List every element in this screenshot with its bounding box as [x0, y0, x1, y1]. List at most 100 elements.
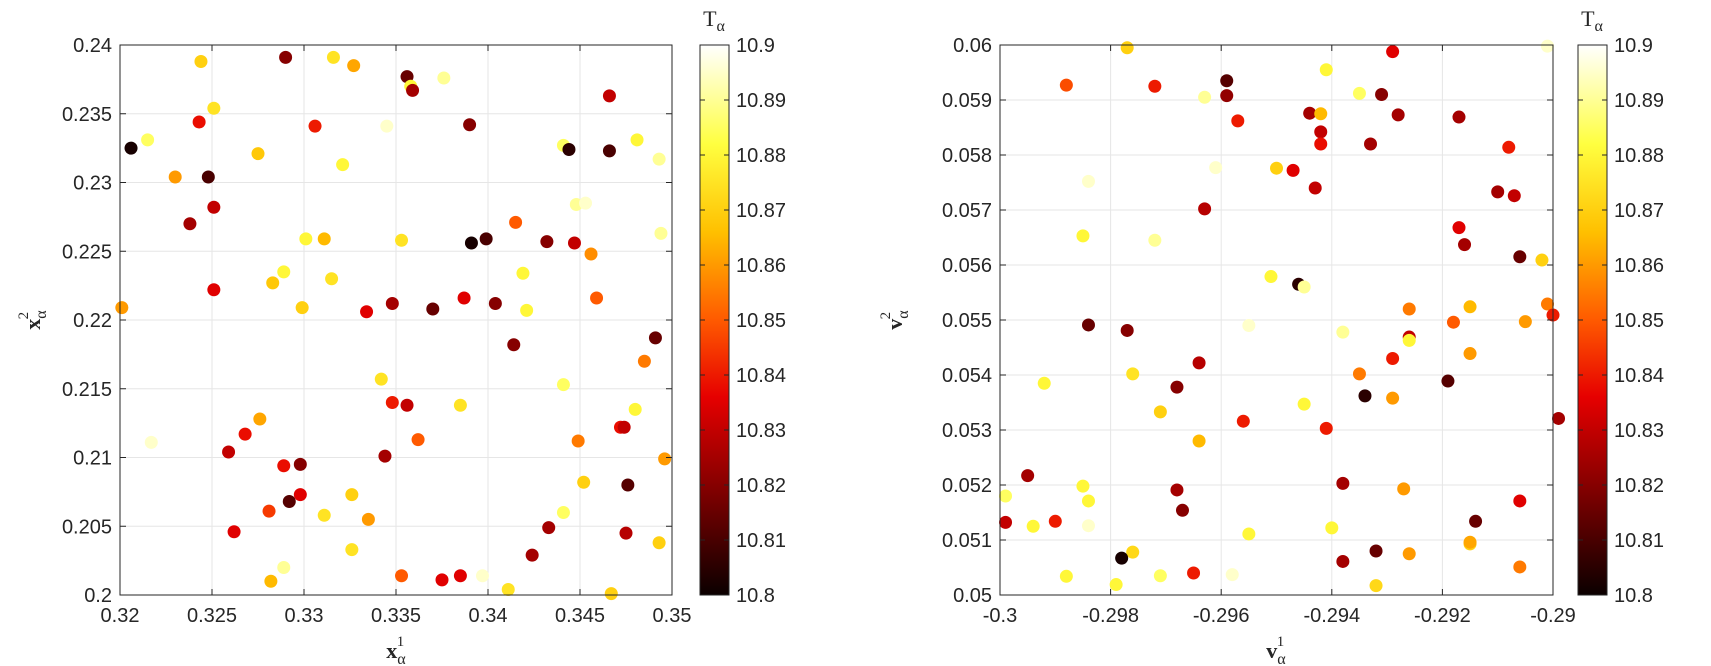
left-scatter-point	[411, 433, 425, 447]
left-scatter-point	[326, 50, 340, 64]
right-scatter-point	[1170, 380, 1184, 394]
left-scatter-point	[395, 233, 409, 247]
left-x-tick-label: 0.35	[653, 605, 692, 627]
left-scatter-point	[630, 133, 644, 147]
right-scatter-point	[1209, 161, 1223, 175]
right-scatter-point	[1297, 397, 1311, 411]
right-scatter-point	[1491, 397, 1505, 411]
right-x-label-sub: α	[1277, 651, 1286, 666]
right-scatter-point	[1225, 568, 1239, 582]
right-colorbar-tick-label: 10.84	[1614, 365, 1664, 387]
left-scatter-point	[251, 147, 265, 161]
right-colorbar-tick-label: 10.85	[1614, 310, 1664, 332]
left-colorbar-title-base: T	[703, 6, 717, 31]
right-scatter-point	[1463, 535, 1477, 549]
left-scatter-point	[207, 283, 221, 297]
right-x-tick-label: -0.296	[1193, 605, 1250, 627]
left-scatter-point	[464, 236, 478, 250]
right-scatter-point	[1286, 163, 1300, 177]
right-scatter-point	[999, 489, 1013, 503]
left-scatter-point	[604, 587, 618, 601]
right-scatter-point	[1314, 137, 1328, 151]
left-x-tick-label: 0.33	[285, 605, 324, 627]
right-scatter-point	[1148, 233, 1162, 247]
right-scatter-point	[1021, 469, 1035, 483]
right-x-label-sup: 1	[1277, 634, 1285, 650]
right-scatter-point	[1081, 494, 1095, 508]
right-colorbar-title: Tα	[1581, 6, 1603, 35]
left-scatter-point	[282, 495, 296, 508]
right-scatter-point	[1187, 566, 1201, 580]
right-scatter-point	[1231, 114, 1245, 128]
left-scatter-point	[542, 521, 556, 535]
right-scatter-point	[1441, 374, 1455, 388]
right-scatter-point	[1419, 453, 1433, 467]
left-scatter-point	[540, 235, 554, 249]
left-scatter-point	[648, 331, 662, 345]
right-scatter-point	[1115, 551, 1129, 565]
left-scatter-point	[453, 398, 467, 412]
right-scatter-point	[1463, 300, 1477, 314]
left-scatter-point	[325, 272, 339, 286]
left-x-tick-label: 0.34	[469, 605, 508, 627]
left-scatter-point	[525, 548, 539, 562]
left-scatter-point	[658, 452, 672, 466]
right-scatter-point	[1220, 89, 1234, 103]
left-scatter-point	[435, 573, 449, 587]
right-y-tick-label: 0.06	[953, 35, 992, 57]
right-scatter-point	[1319, 421, 1333, 435]
right-scatter-point	[1540, 458, 1554, 472]
right-scatter-point	[1126, 545, 1140, 559]
left-scatter-point	[238, 354, 252, 368]
right-scatter-point	[1198, 202, 1212, 216]
right-scatter-point	[1513, 560, 1527, 574]
left-scatter-point	[400, 398, 414, 412]
right-scatter-point	[1375, 88, 1389, 101]
left-scatter-point	[317, 232, 331, 246]
right-scatter-point	[1026, 519, 1040, 533]
right-scatter-point	[1242, 319, 1256, 332]
right-scatter-point	[1463, 347, 1477, 361]
right-scatter-point	[1513, 250, 1527, 264]
right-colorbar-tick-label: 10.86	[1614, 255, 1664, 277]
right-scatter-point	[1469, 514, 1483, 528]
left-scatter-point	[345, 488, 359, 502]
right-scatter-point	[1535, 253, 1549, 267]
right-scatter-panel: -0.3 -0.298 -0.296 -0.294 -0.292 -0.29 0.05 0.0…	[878, 6, 1664, 666]
left-scatter-point	[501, 583, 515, 596]
left-scatter-point	[567, 236, 581, 250]
left-scatter-point	[277, 459, 291, 473]
right-scatter-point	[1397, 482, 1411, 496]
right-scatter-point	[1540, 39, 1554, 53]
left-scatter-point	[654, 226, 668, 240]
right-scatter-point	[1153, 569, 1167, 583]
left-y-tick-label: 0.225	[62, 241, 112, 263]
right-colorbar-tick-label: 10.8	[1614, 585, 1653, 607]
left-scatter-point	[380, 119, 394, 133]
left-colorbar-title: Tα	[703, 6, 725, 35]
left-scatter-point	[556, 506, 570, 519]
left-x-axis-label: xα1	[386, 634, 406, 666]
right-x-tick-label: -0.294	[1303, 605, 1360, 627]
left-scatter-point	[168, 170, 182, 184]
right-y-label-sup: 2	[878, 312, 894, 320]
right-scatter-point	[1391, 108, 1405, 122]
right-colorbar-tick-label: 10.87	[1614, 200, 1664, 222]
right-colorbar-title-sub: α	[1595, 18, 1604, 35]
right-colorbar-ticks: 10.8 10.81 10.82 10.83 10.84 10.85 10.86 10.87 1…	[1578, 35, 1664, 607]
right-scatter-point	[1170, 483, 1184, 497]
left-scatter-point	[262, 504, 276, 518]
right-scatter-point	[1220, 74, 1234, 88]
left-scatter-point	[336, 158, 350, 172]
left-scatter-point	[437, 71, 451, 85]
left-scatter-point	[347, 59, 361, 73]
left-scatter-point	[475, 569, 489, 583]
left-scatter-point	[516, 266, 530, 280]
right-x-label-base: v	[1266, 638, 1277, 663]
right-scatter-point	[1364, 137, 1378, 151]
left-scatter-point	[183, 217, 197, 231]
left-scatter-point	[652, 536, 666, 550]
right-scatter-point	[1386, 391, 1400, 405]
left-scatter-point	[602, 144, 616, 158]
